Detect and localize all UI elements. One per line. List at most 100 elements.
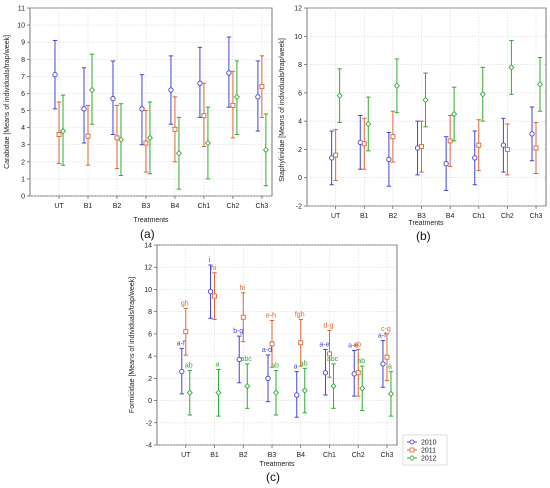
mean-point bbox=[179, 369, 185, 375]
significance-letter: a-d bbox=[262, 347, 272, 354]
y-tick-label: 4 bbox=[148, 354, 152, 361]
data-marks-c bbox=[179, 264, 394, 418]
significance-letter: e-h bbox=[266, 313, 276, 320]
x-tick-label: Ch2 bbox=[352, 452, 365, 459]
mean-point bbox=[175, 150, 182, 157]
legend-marker bbox=[409, 447, 415, 453]
significance-letter: gh bbox=[181, 300, 189, 307]
y-tick-label: 14 bbox=[144, 243, 152, 250]
mean-point bbox=[259, 84, 265, 90]
mean-point bbox=[114, 135, 120, 141]
mean-point bbox=[52, 72, 58, 78]
mean-point bbox=[322, 370, 329, 376]
x-tick-label: B4 bbox=[296, 452, 305, 459]
y-tick-label: 3 bbox=[21, 142, 25, 149]
x-axis-label-a: Treatments bbox=[133, 217, 169, 224]
mean-point bbox=[333, 152, 339, 158]
significance-letter: ab bbox=[300, 360, 308, 367]
x-tick-label: UT bbox=[181, 452, 191, 459]
x-tick-label: Ch2 bbox=[501, 213, 514, 220]
mean-point bbox=[380, 361, 386, 367]
mean-point bbox=[447, 138, 453, 144]
grid-a bbox=[30, 7, 272, 197]
mean-point bbox=[529, 131, 535, 137]
significance-letter: a bbox=[294, 364, 298, 371]
y-tick-label: 7 bbox=[21, 74, 25, 81]
series-2 bbox=[56, 55, 265, 173]
y-tick-label: 6 bbox=[148, 331, 152, 338]
y-tick-label: -4 bbox=[146, 443, 152, 450]
mean-point bbox=[536, 81, 544, 88]
y-tick-label: 8 bbox=[148, 309, 152, 316]
y-tick-label: 0 bbox=[298, 175, 302, 182]
mean-point bbox=[393, 82, 400, 90]
x-ticks-c: UT B1 B2 B3 B4 Ch1 Ch2 Ch3 bbox=[181, 445, 393, 459]
x-tick-label: B3 bbox=[142, 203, 151, 210]
mean-point bbox=[301, 387, 308, 394]
significance-letter: hi bbox=[240, 285, 246, 292]
legend-marker bbox=[409, 455, 415, 461]
mean-point bbox=[327, 351, 332, 357]
y-tick-label: -2 bbox=[296, 204, 302, 211]
x-tick-label: Ch3 bbox=[530, 213, 543, 220]
x-tick-label: B1 bbox=[360, 213, 369, 220]
x-tick-label: B4 bbox=[446, 213, 455, 220]
panel-label-a: (a) bbox=[140, 227, 155, 241]
significance-letter: a-f bbox=[177, 340, 185, 347]
y-axis-label-c: Formicidae [Means of individuals/trap/we… bbox=[129, 277, 136, 413]
x-axis-label-c: Treatments bbox=[259, 461, 295, 468]
mean-point bbox=[186, 389, 193, 397]
significance-letter: hi bbox=[211, 265, 217, 272]
y-tick-label: 6 bbox=[21, 91, 25, 98]
y-tick-label: 8 bbox=[298, 62, 302, 69]
mean-point bbox=[504, 146, 510, 152]
x-tick-label: B2 bbox=[389, 213, 398, 220]
y-tick-label: 2 bbox=[298, 147, 302, 154]
legend-label: 2010 bbox=[421, 440, 437, 447]
x-tick-label: B4 bbox=[171, 203, 180, 210]
y-tick-label: 9 bbox=[21, 40, 25, 47]
mean-point bbox=[139, 106, 145, 112]
mean-point bbox=[294, 392, 300, 398]
significance-letter: a-f bbox=[378, 333, 386, 340]
mean-point bbox=[351, 371, 357, 377]
mean-point bbox=[272, 389, 280, 397]
mean-point bbox=[384, 354, 390, 360]
significance-letter: c-g bbox=[381, 326, 391, 333]
mean-point bbox=[204, 139, 211, 147]
mean-point bbox=[244, 382, 251, 390]
y-ticks-a: 0 1 2 3 4 5 6 7 8 9 10 11 bbox=[17, 6, 30, 201]
mean-point bbox=[298, 340, 304, 346]
mean-point bbox=[500, 142, 507, 148]
mean-point bbox=[386, 156, 392, 162]
mean-point bbox=[508, 64, 515, 71]
x-tick-label: Ch2 bbox=[226, 203, 239, 210]
chart-panel-a: 0 1 2 3 4 5 6 7 8 9 10 11 UT B1 B2 B3 B4 Ch1 Ch2 Ch3 Treat… bbox=[4, 6, 273, 241]
y-ticks-b: -2 0 2 4 6 8 10 12 bbox=[294, 6, 307, 211]
y-tick-label: 2 bbox=[148, 376, 152, 383]
mean-point bbox=[81, 106, 87, 112]
y-tick-label: 0 bbox=[21, 194, 25, 201]
grid-b bbox=[307, 7, 546, 207]
mean-point bbox=[365, 120, 372, 128]
mean-point bbox=[233, 93, 240, 101]
significance-letter: ab bbox=[185, 363, 193, 370]
x-tick-label: B1 bbox=[84, 203, 93, 210]
mean-point bbox=[533, 145, 539, 151]
x-tick-label: Ch3 bbox=[381, 452, 394, 459]
mean-point bbox=[168, 87, 174, 93]
data-marks-b bbox=[329, 40, 544, 191]
x-tick-label: B3 bbox=[268, 452, 277, 459]
mean-point bbox=[419, 144, 424, 150]
mean-point bbox=[207, 289, 214, 295]
mean-point bbox=[336, 92, 343, 99]
series-2 bbox=[333, 110, 539, 182]
mean-point bbox=[230, 102, 236, 108]
chart-panel-c: a-f i b-g a-d a a-e a-e a-f gh hi hi e-h fgh d-g ab c-g… bbox=[129, 243, 448, 484]
mean-point bbox=[357, 139, 363, 146]
mean-point bbox=[479, 91, 486, 98]
series-3 bbox=[59, 53, 269, 190]
series-1 bbox=[52, 36, 261, 146]
data-marks-a bbox=[52, 36, 269, 190]
y-axis-label-a: Carabidae [Means of individuals/trap/wee… bbox=[4, 35, 11, 169]
